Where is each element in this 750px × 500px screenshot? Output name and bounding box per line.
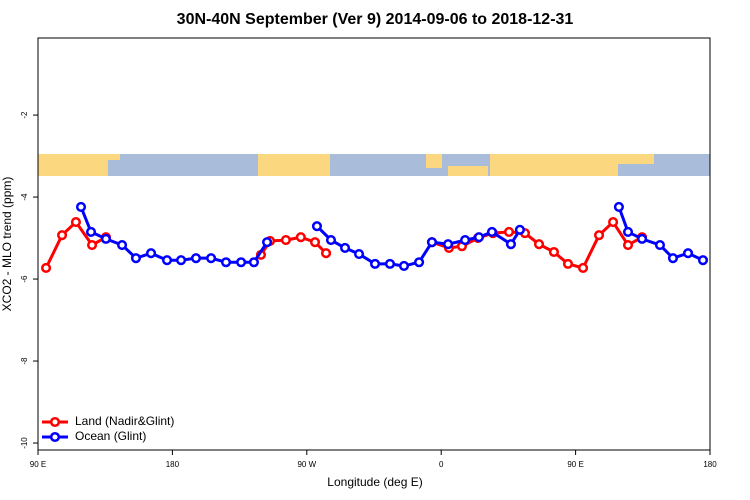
legend-label: Ocean (Glint): [75, 429, 146, 443]
data-point: [654, 239, 666, 251]
data-point: [280, 235, 291, 246]
y-axis-title: XCO2 - MLO trend (ppm): [0, 177, 14, 312]
data-point: [486, 226, 498, 237]
data-point: [176, 255, 187, 266]
data-point: [473, 232, 485, 243]
data-point: [85, 226, 97, 237]
land-band: [258, 154, 330, 176]
data-point: [130, 253, 142, 264]
data-point: [548, 246, 559, 258]
y-tick-label: -10: [20, 437, 29, 449]
data-point: [339, 242, 351, 253]
data-point: [608, 217, 619, 228]
data-point: [117, 239, 128, 251]
data-point: [325, 235, 337, 246]
data-point: [460, 235, 471, 246]
data-point: [236, 257, 247, 268]
data-point: [161, 255, 173, 266]
data-point: [248, 257, 259, 268]
data-point: [697, 255, 709, 266]
plot-frame: [37, 37, 711, 451]
data-point: [667, 253, 679, 264]
y-tick-label: -8: [20, 357, 29, 365]
data-point: [311, 221, 323, 232]
legend-marker: [49, 431, 61, 443]
data-point: [443, 239, 454, 250]
land-band: [426, 154, 442, 168]
land-band: [100, 154, 120, 160]
data-point: [514, 224, 525, 235]
legend-label: Land (Nadir&Glint): [75, 414, 174, 428]
legend-marker: [49, 416, 61, 428]
data-point: [398, 260, 410, 271]
data-point: [426, 237, 437, 248]
data-point: [354, 248, 365, 260]
x-tick-label: 90 E: [567, 460, 583, 469]
land-band: [618, 154, 654, 164]
y-tick-label: -4: [20, 193, 29, 201]
land-band: [448, 166, 488, 176]
land-band: [490, 154, 618, 176]
data-point: [562, 258, 574, 269]
x-tick-label: 90 E: [30, 460, 46, 469]
data-point: [505, 239, 516, 250]
data-point: [321, 248, 332, 259]
data-point: [622, 226, 634, 237]
x-axis-title: Longitude (deg E): [327, 475, 422, 489]
data-point: [262, 237, 273, 248]
data-point: [593, 230, 605, 241]
data-point: [206, 253, 217, 264]
data-point: [100, 233, 111, 244]
data-point: [622, 239, 634, 251]
land-band: [38, 154, 108, 176]
data-point: [682, 248, 694, 259]
data-point: [533, 239, 545, 250]
y-tick-label: -6: [20, 275, 29, 283]
data-point: [384, 258, 396, 269]
data-point: [87, 239, 98, 251]
data-point: [220, 257, 232, 268]
x-tick-label: 90 W: [297, 460, 316, 469]
data-point: [145, 248, 157, 259]
data-point: [578, 262, 589, 274]
data-point: [637, 233, 648, 244]
data-point: [414, 257, 425, 268]
x-tick-label: 0: [439, 460, 444, 469]
data-point: [295, 232, 306, 243]
data-point: [503, 226, 515, 237]
series-line: [79, 206, 704, 268]
data-point: [70, 217, 81, 228]
data-point: [613, 201, 624, 212]
data-point: [369, 258, 381, 269]
data-point: [41, 262, 52, 274]
x-tick-label: 180: [703, 460, 717, 469]
x-tick-label: 180: [166, 460, 180, 469]
data-point: [309, 237, 321, 248]
chart-title: 30N-40N September (Ver 9) 2014-09-06 to …: [177, 11, 574, 28]
data-point: [190, 253, 202, 264]
data-point: [75, 201, 87, 212]
data-point: [56, 230, 68, 241]
map-strip: [38, 154, 710, 176]
y-tick-label: -2: [20, 111, 29, 119]
